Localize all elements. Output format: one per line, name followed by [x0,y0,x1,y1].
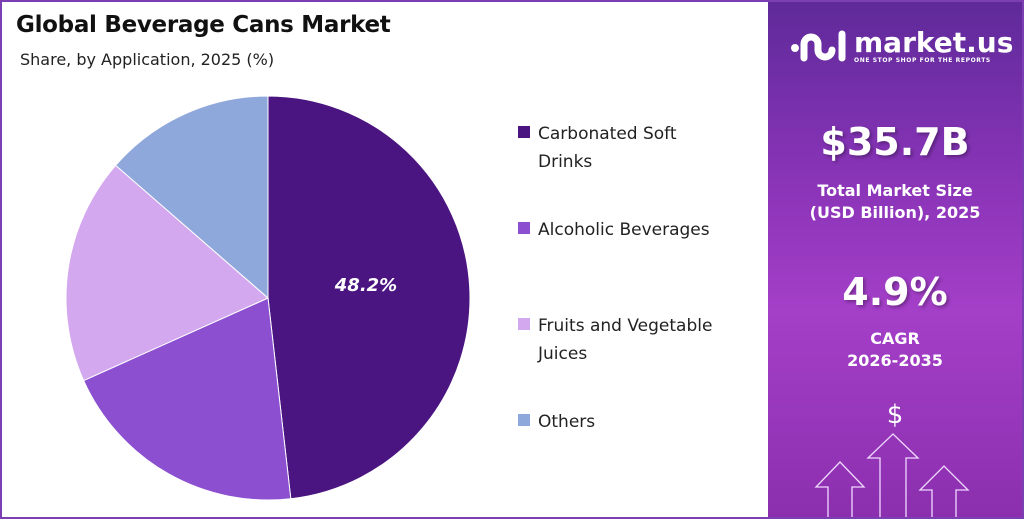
legend-swatch [518,414,530,426]
market-size-label: Total Market Size (USD Billion), 2025 [809,181,981,222]
legend-swatch [518,126,530,138]
legend-item: Others [518,408,758,436]
cagr-value: 4.9% [842,270,948,314]
data-label: 48.2% [334,275,397,296]
legend-swatch [518,318,530,330]
summary-panel: market.us ONE STOP SHOP FOR THE REPORTS … [768,2,1022,517]
growth-arrows-icon [814,433,970,517]
legend-label: Others [538,412,596,432]
pie-slice-fruits-and-vegetable-juices [65,164,269,382]
pie-chart: 48.2% [65,95,471,501]
pie-slice-others [114,95,269,300]
legend-label: Carbonated Soft Drinks [538,124,677,172]
market-size-value: $35.7B [820,120,970,164]
cagr-label: CAGR [870,329,920,348]
logo-name: market.us [854,25,1014,59]
chart-title: Global Beverage Cans Market [16,12,391,38]
dollar-icon: $ [886,400,904,430]
legend-item: Fruits and Vegetable Juices [518,312,758,368]
logo-icon [791,30,846,62]
pie-slice-alcoholic-beverages [82,297,292,501]
legend-item: Alcoholic Beverages [518,216,758,244]
cagr-period: 2026-2035 [847,351,943,370]
chart-subtitle: Share, by Application, 2025 (%) [20,50,275,69]
logo: market.us ONE STOP SHOP FOR THE REPORTS [790,28,1013,64]
legend-label: Fruits and Vegetable Juices [538,316,713,364]
legend-label: Alcoholic Beverages [538,220,710,240]
pie-slice-carbonated-soft-drinks [267,95,471,500]
logo-tagline: ONE STOP SHOP FOR THE REPORTS [854,56,991,64]
legend-item: Carbonated Soft Drinks [518,120,758,176]
legend-swatch [518,222,530,234]
